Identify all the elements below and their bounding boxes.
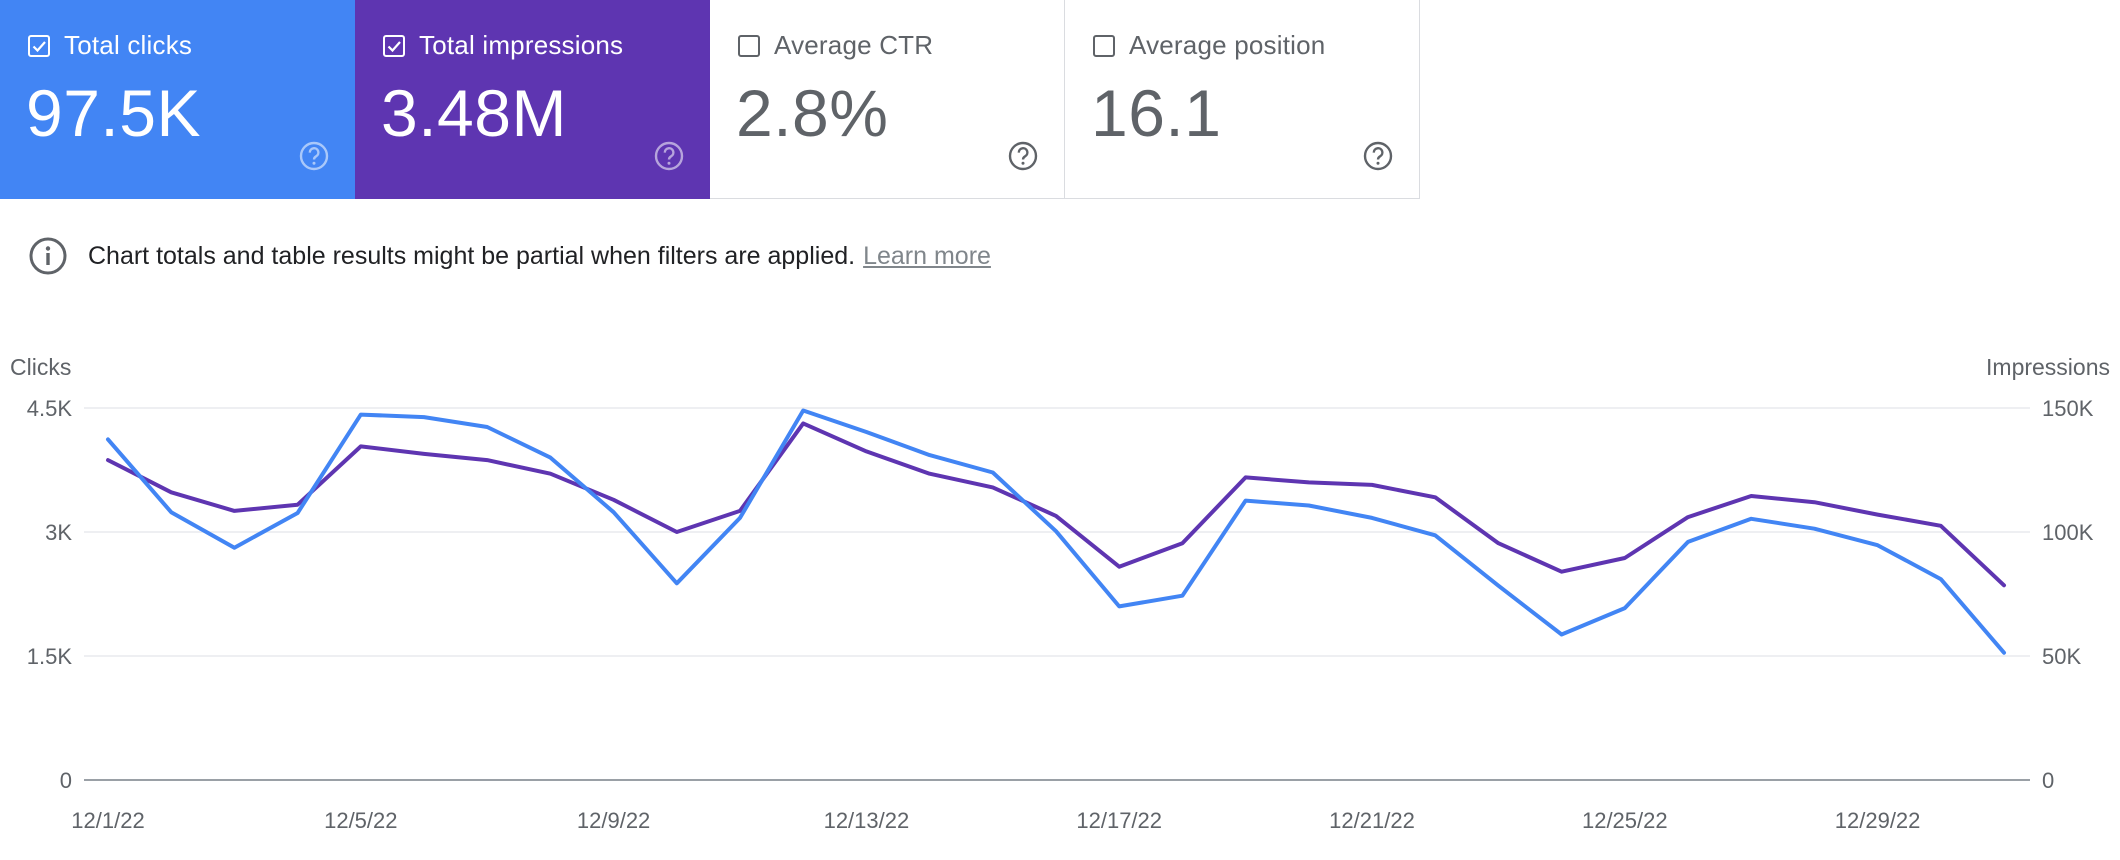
checkbox-empty-icon[interactable] — [1093, 34, 1115, 57]
card-value: 3.48M — [381, 76, 567, 150]
info-icon — [29, 237, 67, 275]
x-tick-label: 12/17/22 — [1076, 808, 1162, 833]
clicks-series-line — [106, 408, 2006, 655]
total-clicks-card[interactable]: Total clicks 97.5K — [0, 0, 355, 199]
checkbox-empty-icon[interactable] — [738, 34, 760, 57]
y-axis-right-title: Impressions — [1986, 354, 2110, 380]
y-left-tick-label: 1.5K — [27, 644, 73, 669]
impressions-series-line — [106, 421, 2006, 588]
card-header: Total impressions — [383, 30, 623, 61]
card-label: Total impressions — [419, 30, 624, 60]
x-tick-label: 12/25/22 — [1582, 808, 1668, 833]
card-value: 97.5K — [26, 76, 201, 150]
average-position-card[interactable]: Average position 16.1 — [1065, 0, 1420, 199]
card-header: Total clicks — [28, 30, 192, 61]
y-left-tick-label: 0 — [60, 768, 72, 793]
y-left-tick-label: 3K — [45, 520, 72, 545]
x-tick-label: 12/1/22 — [71, 808, 144, 833]
x-tick-label: 12/29/22 — [1835, 808, 1921, 833]
x-tick-label: 12/21/22 — [1329, 808, 1415, 833]
x-tick-label: 12/9/22 — [577, 808, 650, 833]
card-label: Average CTR — [774, 30, 934, 60]
y-right-tick-label: 50K — [2042, 644, 2081, 669]
x-tick-label: 12/5/22 — [324, 808, 397, 833]
performance-chart: Clicks Impressions 0 0 1.5K 50K 3K 100K 4.5K 150K… — [10, 354, 2110, 833]
partial-data-notice: Chart totals and table results might be … — [28, 236, 991, 276]
total-impressions-card[interactable]: Total impressions 3.48M — [355, 0, 710, 199]
help-icon[interactable] — [299, 141, 329, 171]
average-ctr-card[interactable]: Average CTR 2.8% — [710, 0, 1065, 199]
card-label: Average position — [1129, 30, 1326, 60]
y-right-tick-label: 0 — [2042, 768, 2054, 793]
notice-text: Chart totals and table results might be … — [88, 241, 856, 270]
checkbox-checked-icon[interactable] — [383, 34, 405, 57]
y-left-tick-label: 4.5K — [27, 396, 73, 421]
y-right-tick-label: 100K — [2042, 520, 2094, 545]
y-axis-left-title: Clicks — [10, 354, 71, 380]
checkbox-checked-icon[interactable] — [28, 34, 50, 57]
learn-more-link[interactable]: Learn more — [863, 241, 991, 270]
help-icon[interactable] — [654, 141, 684, 171]
help-icon[interactable] — [1008, 141, 1038, 171]
metric-cards: Total clicks 97.5K Total impressions 3.48M A… — [0, 0, 1422, 200]
help-icon[interactable] — [1363, 141, 1393, 171]
card-label: Total clicks — [64, 30, 193, 60]
y-right-tick-label: 150K — [2042, 396, 2094, 421]
card-header: Average CTR — [738, 30, 933, 61]
card-value: 2.8% — [736, 76, 889, 150]
card-header: Average position — [1093, 30, 1325, 61]
card-value: 16.1 — [1091, 76, 1222, 150]
x-tick-label: 12/13/22 — [824, 808, 910, 833]
